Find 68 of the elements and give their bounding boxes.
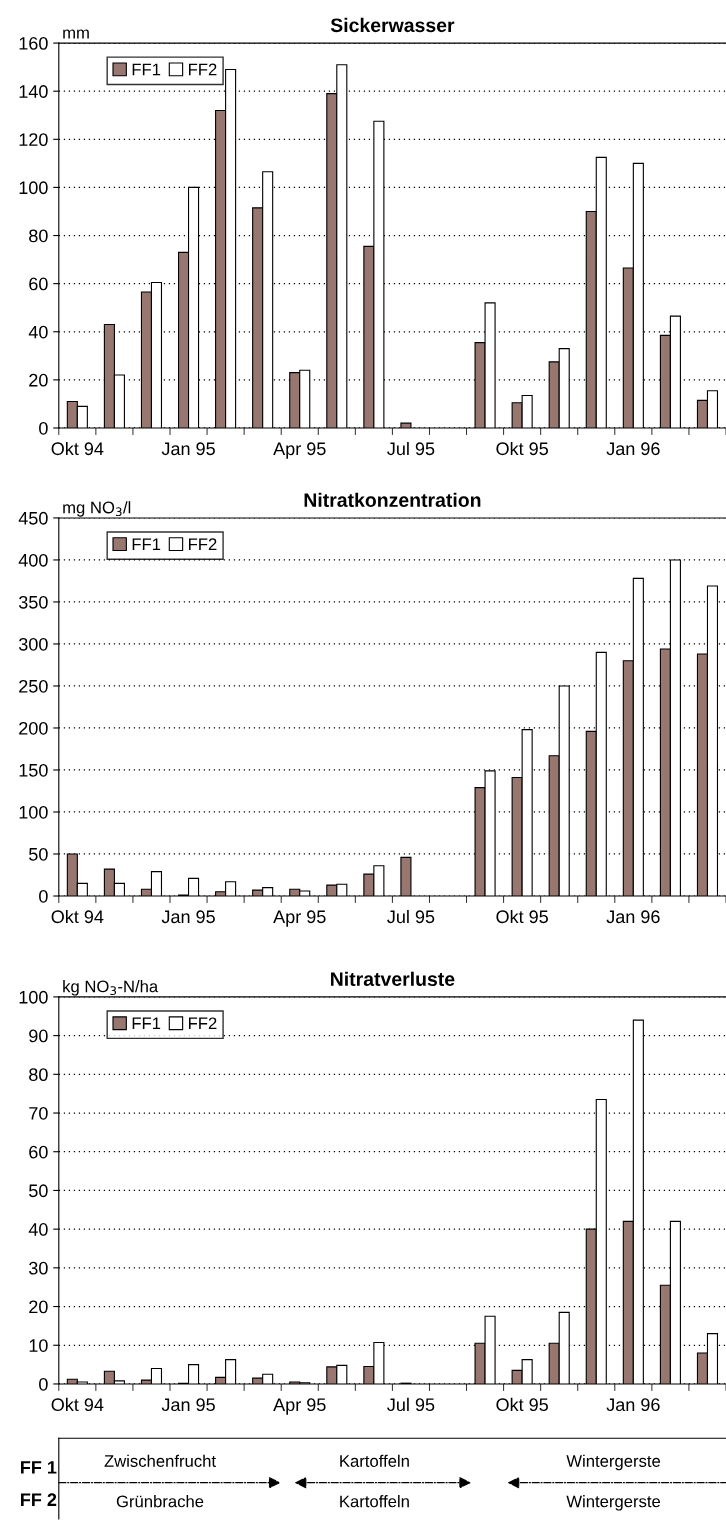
- x-tick-label: Okt 95: [496, 441, 548, 456]
- y-tick-label: 70: [29, 1106, 48, 1120]
- y-tick-label: 30: [29, 1261, 48, 1275]
- legend-label: FF1: [132, 1017, 161, 1030]
- y-tick-label: 0: [39, 889, 48, 903]
- y-tick-label: 60: [29, 277, 48, 291]
- text: Grünbrache: [116, 1495, 204, 1508]
- y-tick-label: 40: [28, 325, 48, 339]
- y-tick-label: 20: [29, 1300, 48, 1314]
- y-axis-title: mm: [63, 29, 89, 39]
- y-tick-label: 100: [19, 181, 48, 195]
- text: Wintergerste: [566, 1454, 661, 1471]
- x-tick-label: Okt 94: [51, 1397, 104, 1412]
- legend-label: FF2: [189, 1017, 217, 1030]
- text: Kartoffeln: [340, 1454, 409, 1467]
- x-tick-label: Apr 95: [273, 1398, 326, 1415]
- x-tick-label: Apr 95: [273, 442, 326, 459]
- y-tick-label: 140: [19, 85, 48, 98]
- y-tick-label: 40: [28, 1223, 48, 1236]
- legend-label: FF2: [189, 63, 217, 76]
- x-tick-label: Jan 96: [606, 442, 660, 456]
- y-tick-label: 80: [29, 229, 48, 243]
- y-tick-label: 50: [29, 847, 48, 861]
- text: FF 1: [21, 1461, 57, 1474]
- y-tick-label: 50: [29, 1184, 48, 1198]
- y-tick-label: 100: [19, 805, 48, 819]
- y-tick-label: 90: [29, 1029, 48, 1043]
- y-tick-label: 10: [29, 1339, 48, 1352]
- y-tick-label: 350: [18, 595, 48, 609]
- y-axis-title: mg NO$_{3}$/l: [63, 501, 131, 517]
- y-tick-label: 60: [29, 1145, 48, 1159]
- y-tick-label: 450: [18, 511, 48, 525]
- x-tick-label: Jan 95: [161, 910, 215, 924]
- text: FF 2: [21, 1493, 57, 1506]
- x-tick-label: Jul 95: [387, 441, 435, 456]
- x-tick-label: Okt 94: [51, 909, 104, 924]
- text: Zwischenfrucht: [104, 1454, 216, 1467]
- y-axis-title: kg NO$_{3}$-N/ha: [63, 980, 159, 996]
- x-tick-label: Jan 96: [606, 910, 660, 924]
- x-tick-label: Jul 95: [387, 909, 435, 924]
- x-tick-label: Jul 95: [387, 1397, 435, 1412]
- x-tick-label: Okt 94: [51, 441, 104, 456]
- x-tick-label: Jan 95: [161, 1398, 215, 1412]
- y-tick-label: 250: [19, 679, 48, 693]
- text: Wintergerste: [566, 1495, 661, 1511]
- x-tick-label: Okt 95: [496, 909, 548, 924]
- chart-title: Nitratkonzentration: [304, 492, 481, 508]
- chart-title: Sickerwasser: [330, 17, 455, 33]
- y-tick-label: 100: [19, 990, 48, 1004]
- y-tick-label: 80: [29, 1068, 48, 1082]
- y-tick-label: 400: [18, 553, 48, 567]
- y-tick-label: 20: [29, 373, 48, 387]
- y-tick-label: 200: [19, 721, 48, 735]
- y-tick-label: 120: [19, 133, 48, 147]
- y-tick-label: 0: [39, 421, 48, 435]
- y-tick-label: 300: [18, 637, 48, 651]
- x-tick-label: Apr 95: [273, 910, 326, 927]
- legend-label: FF1: [132, 538, 161, 550]
- legend-label: FF1: [132, 63, 161, 76]
- y-tick-label: 150: [19, 763, 48, 777]
- x-tick-label: Jan 96: [606, 1398, 660, 1412]
- y-tick-label: 0: [39, 1377, 48, 1391]
- text: Kartoffeln: [340, 1495, 409, 1508]
- x-tick-label: Jan 95: [161, 442, 215, 456]
- legend-label: FF2: [189, 538, 217, 550]
- y-tick-label: 160: [19, 37, 48, 50]
- x-tick-label: Okt 95: [496, 1397, 548, 1412]
- chart-title: Nitratverluste: [331, 971, 455, 986]
